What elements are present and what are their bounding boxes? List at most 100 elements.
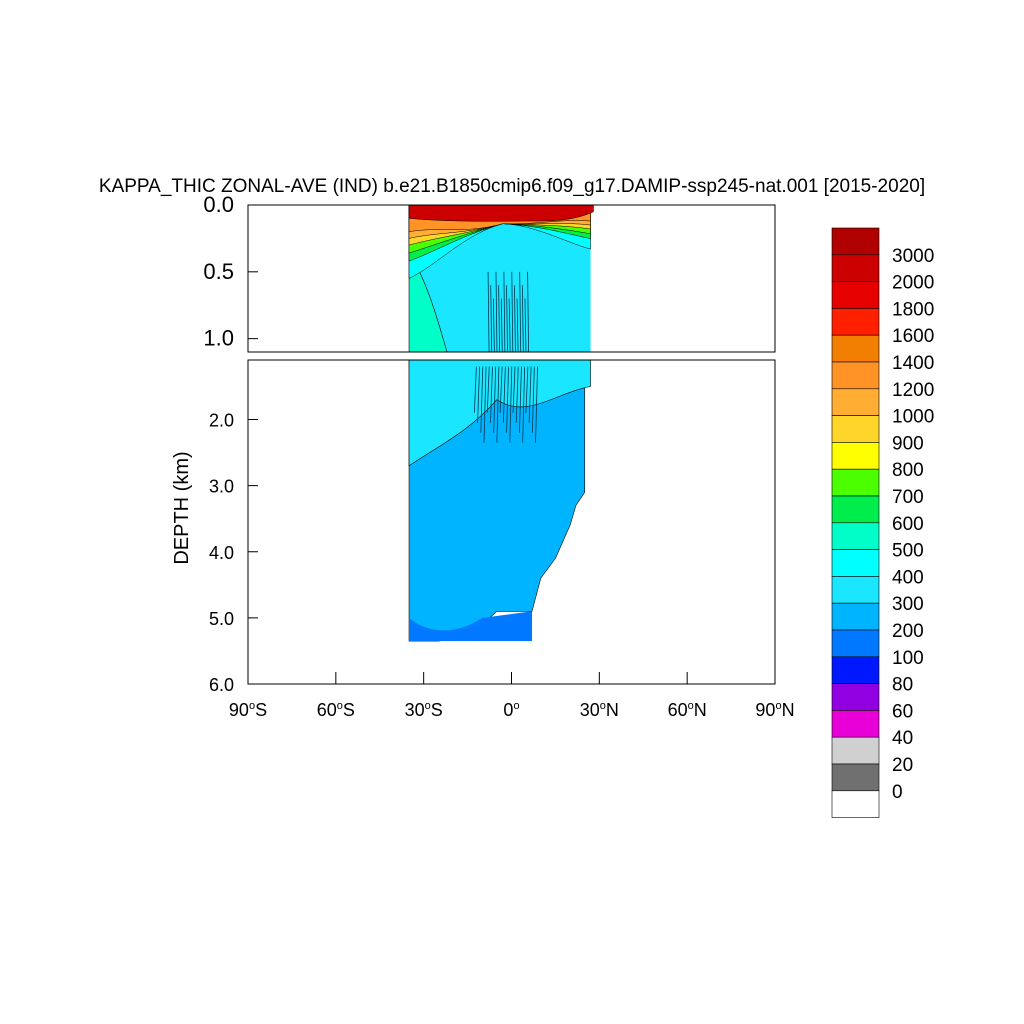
lower-streak [528, 366, 532, 423]
colorbar-label: 1200 [892, 380, 934, 401]
colorbar-label: 800 [892, 460, 924, 481]
upper-streak [506, 285, 508, 353]
lower-streak [477, 366, 480, 423]
colorbar-swatch [831, 629, 880, 658]
upper-streak [503, 271, 506, 353]
lower-streak [473, 366, 477, 413]
colorbar-label: 40 [892, 728, 913, 749]
lower-layer-200 [409, 611, 532, 642]
colorbar-swatch [831, 361, 880, 390]
colorbar-swatch [831, 763, 880, 792]
latitude-tick-label: 60oN [668, 700, 707, 720]
lower-streak [496, 366, 500, 443]
upper-streak [521, 285, 524, 353]
depth-tick-label: 0.0 [203, 192, 234, 217]
lower-streak [515, 366, 519, 423]
depth-tick-label: 5.0 [209, 609, 234, 629]
upper-layer-surface [408, 204, 594, 222]
depth-tick-label: 3.0 [209, 477, 234, 497]
colorbar-label: 900 [892, 433, 924, 454]
colorbar: 3000200018001600140012001000900800700600… [831, 227, 934, 818]
latitude-tick-label: 60oS [317, 700, 355, 720]
colorbar-swatch [831, 656, 880, 684]
colorbar-label: 2000 [892, 273, 934, 294]
colorbar-label: 60 [892, 701, 913, 722]
chart-title: KAPPA_THIC ZONAL-AVE (IND) b.e21.B1850cm… [99, 176, 925, 197]
lower-streak [480, 366, 484, 433]
colorbar-label: 1400 [892, 353, 934, 374]
lower-streak [502, 366, 506, 423]
colorbar-swatch [831, 415, 880, 443]
lower-streak [483, 366, 487, 443]
colorbar-label: 1600 [892, 326, 934, 347]
upper-depth-ticks: 0.0 0.5 1.0 [203, 192, 258, 351]
lower-depth-ticks: 2.0 3.0 4.0 5.0 6.0 [209, 411, 258, 695]
upper-streak [487, 271, 490, 353]
lower-streak [490, 366, 493, 423]
latitude-tick-label: 0o [503, 700, 519, 720]
colorbar-swatch [831, 495, 880, 524]
colorbar-swatch [831, 334, 880, 363]
colorbar-swatch [831, 442, 880, 470]
latitude-tick-label: 30oS [405, 700, 443, 720]
colorbar-swatch [831, 736, 880, 765]
colorbar-swatch [831, 683, 880, 711]
colorbar-swatch [831, 227, 880, 256]
lower-streak [531, 366, 535, 433]
depth-tick-label: 2.0 [209, 411, 234, 431]
colorbar-swatch [831, 388, 880, 416]
colorbar-label: 80 [892, 675, 913, 696]
lower-streak [525, 366, 529, 413]
upper-streak [498, 285, 501, 353]
lower-streak [486, 366, 490, 413]
colorbar-label: 0 [892, 782, 903, 803]
colorbar-label: 1800 [892, 299, 934, 320]
upper-streak [492, 298, 495, 353]
latitude-ticks: 90oS 60oS 30oS 0o 30oN 60oN 90oN [229, 672, 795, 720]
upper-streak [516, 298, 519, 353]
colorbar-label: 1000 [892, 407, 934, 428]
colorbar-swatch [831, 254, 880, 282]
lower-streak [506, 366, 509, 433]
colorbar-label: 500 [892, 541, 924, 562]
upper-streak [508, 298, 511, 353]
colorbar-label: 20 [892, 755, 913, 776]
upper-streak [524, 298, 527, 353]
colorbar-swatch [831, 468, 880, 497]
upper-contour-fill [408, 204, 594, 353]
lower-contour-fill [408, 359, 591, 642]
colorbar-swatch [831, 790, 880, 818]
colorbar-swatch [831, 710, 880, 738]
depth-tick-label: 0.5 [203, 259, 234, 284]
lower-streak [509, 366, 513, 443]
colorbar-swatch [831, 576, 880, 604]
colorbar-swatch [831, 522, 880, 550]
lower-streak [499, 366, 503, 413]
colorbar-label: 300 [892, 594, 924, 615]
y-axis-label: DEPTH (km) [171, 451, 193, 564]
colorbar-swatch [831, 281, 880, 309]
depth-tick-label: 1.0 [203, 326, 234, 351]
colorbar-label: 200 [892, 621, 924, 642]
upper-streak [511, 271, 514, 353]
upper-depth-panel: 0.0 0.5 1.0 [203, 192, 776, 353]
depth-tick-label: 6.0 [209, 675, 234, 695]
depth-tick-label: 4.0 [209, 543, 234, 563]
lower-depth-panel: 2.03.04.05.06.0 90oS 60oS 30oS 0o 30oN 60oN 90… [209, 359, 795, 720]
upper-streak [514, 285, 516, 353]
latitude-tick-label: 90oN [755, 700, 794, 720]
lower-streak [535, 366, 538, 443]
lower-streak [512, 366, 516, 413]
colorbar-label: 400 [892, 567, 924, 588]
upper-streak [495, 271, 498, 353]
colorbar-label: 100 [892, 648, 924, 669]
upper-streak [527, 271, 530, 353]
upper-streak [500, 298, 503, 353]
lower-layer-400 [408, 359, 591, 467]
upper-streak [519, 271, 522, 353]
colorbar-swatch [831, 549, 880, 577]
upper-streak [490, 285, 493, 353]
lower-streak [493, 366, 497, 433]
colorbar-swatch [831, 602, 880, 631]
